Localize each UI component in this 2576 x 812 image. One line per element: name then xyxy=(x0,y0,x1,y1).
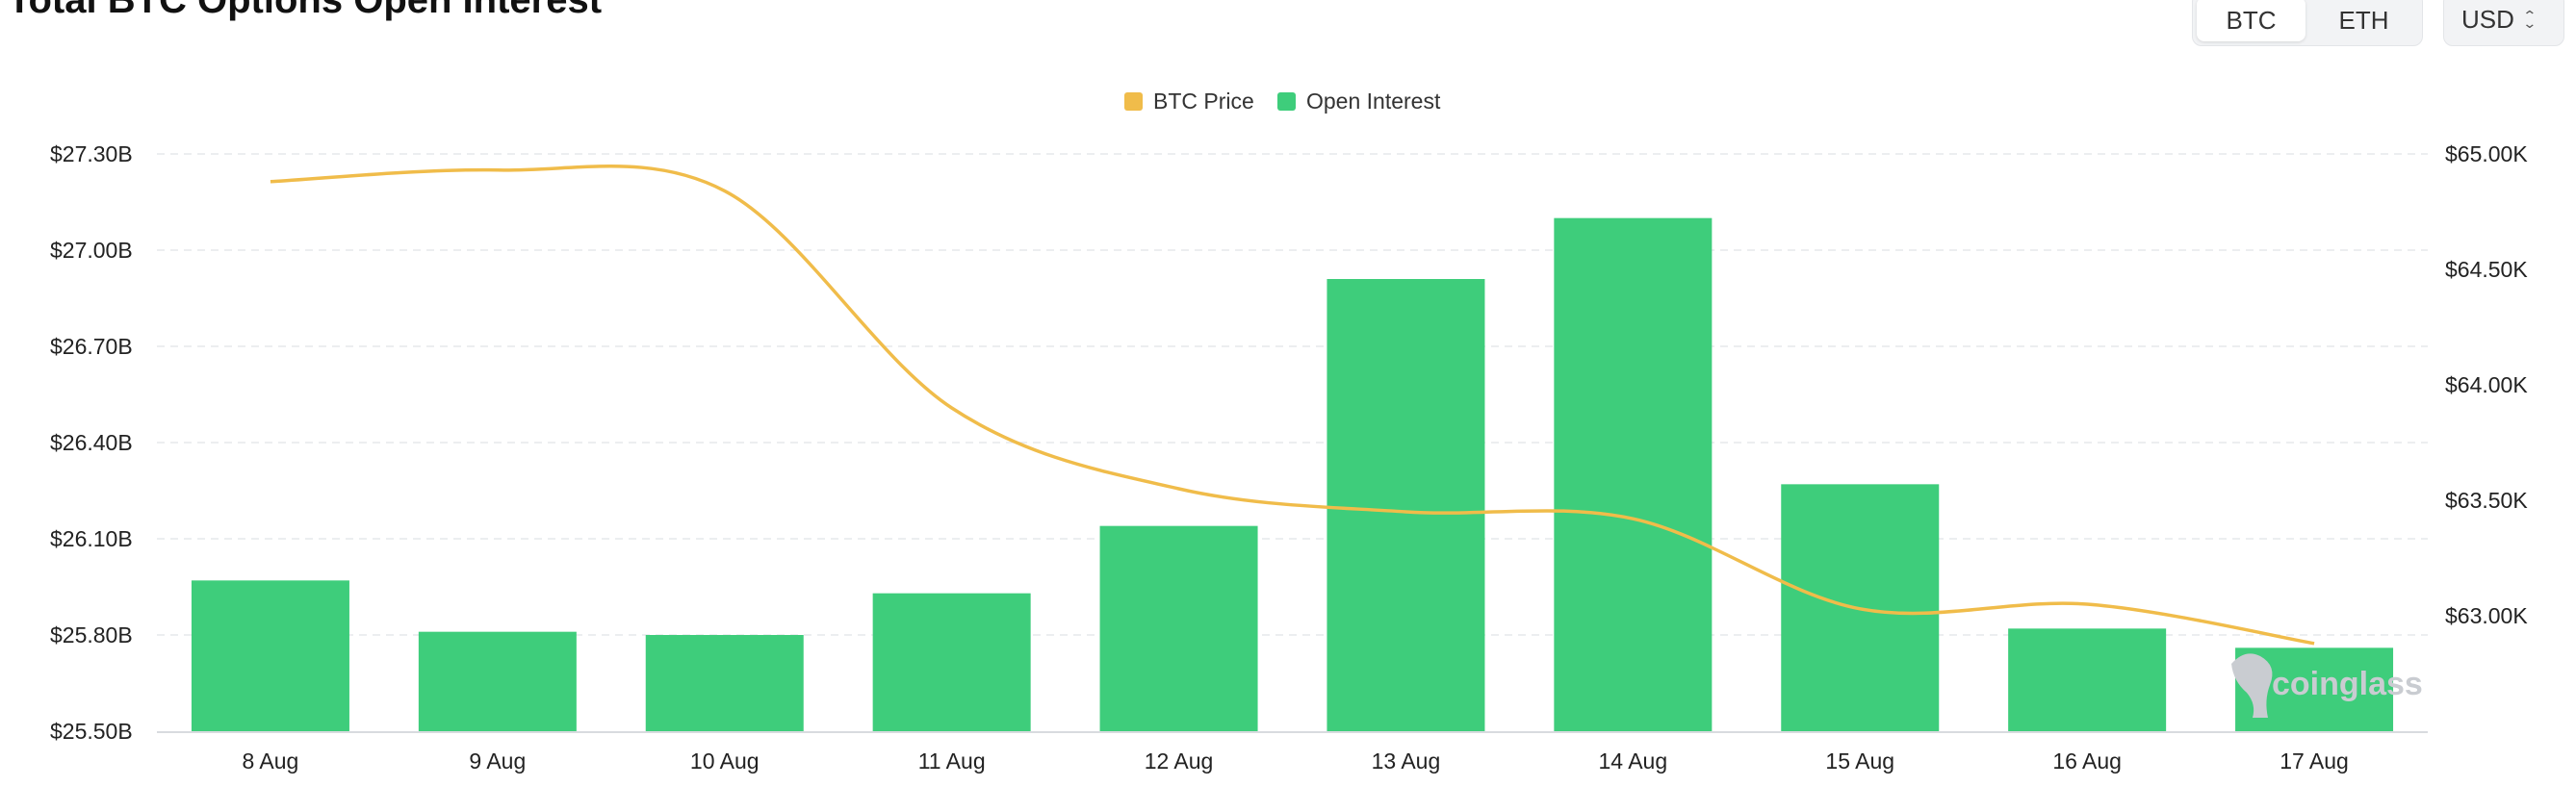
coinglass-logo-icon xyxy=(2231,653,2273,718)
x-axis-tick-label: 8 Aug xyxy=(243,749,299,774)
right-axis-tick-label: $65.00K xyxy=(2445,141,2528,166)
right-axis-tick-label: $64.50K xyxy=(2445,257,2528,282)
currency-selected-value: USD xyxy=(2461,4,2514,34)
open-interest-bar xyxy=(2008,628,2167,731)
currency-select[interactable]: USD ⌃ ⌄ xyxy=(2443,0,2564,46)
legend-swatch xyxy=(1277,92,1296,111)
open-interest-bar xyxy=(1554,217,1713,731)
x-axis-tick-label: 16 Aug xyxy=(2052,749,2122,774)
x-axis: 8 Aug 9 Aug 10 Aug 11 Aug 12 Aug 13 Aug 14 Aug… xyxy=(157,731,2428,774)
open-interest-bars xyxy=(191,217,2394,731)
right-axis-tick-label: $64.00K xyxy=(2445,372,2528,397)
watermark-text: coinglass xyxy=(2272,666,2423,702)
left-axis-tick-label: $27.30B xyxy=(50,141,133,166)
chevron-updown-icon: ⌃ ⌄ xyxy=(2522,8,2537,31)
x-axis-tick-label: 12 Aug xyxy=(1145,749,1214,774)
right-axis-tick-label: $63.50K xyxy=(2445,488,2528,513)
x-axis-tick-label: 11 Aug xyxy=(918,749,986,774)
asset-tab-eth[interactable]: ETH xyxy=(2309,0,2418,41)
left-axis-tick-label: $26.40B xyxy=(50,430,133,455)
legend-item: Open Interest xyxy=(1277,89,1441,114)
right-axis-tick-label: $63.00K xyxy=(2445,603,2528,628)
watermark: coinglass xyxy=(2231,653,2423,718)
left-axis-tick-label: $26.10B xyxy=(50,526,133,551)
legend-label: BTC Price xyxy=(1153,89,1254,114)
x-axis-tick-label: 9 Aug xyxy=(469,749,526,774)
left-axis-tick-label: $25.80B xyxy=(50,622,133,647)
open-interest-bar xyxy=(1327,279,1485,731)
grid-lines xyxy=(157,153,2428,636)
x-axis-tick-label: 15 Aug xyxy=(1825,749,1894,774)
x-axis-tick-label: 13 Aug xyxy=(1372,749,1441,774)
x-axis-tick-label: 10 Aug xyxy=(690,749,760,774)
open-interest-bar xyxy=(872,593,1031,731)
open-interest-bar xyxy=(645,635,804,731)
asset-tab-btc[interactable]: BTC xyxy=(2197,0,2306,41)
coinglass-logo-shape xyxy=(2231,653,2273,718)
x-axis-tick-label: 17 Aug xyxy=(2280,749,2349,774)
left-axis-tick-label: $26.70B xyxy=(50,334,133,359)
legend-swatch xyxy=(1124,92,1143,111)
btc-price-line xyxy=(270,165,2315,646)
x-axis-tick-label: 14 Aug xyxy=(1599,749,1668,774)
open-interest-bar xyxy=(418,631,577,731)
open-interest-bar xyxy=(1099,525,1258,731)
legend-item: BTC Price xyxy=(1124,89,1254,114)
btc-price-line-path xyxy=(270,165,2315,646)
left-axis-tick-label: $27.00B xyxy=(50,238,133,263)
page-title: Total BTC Options Open Interest xyxy=(8,0,603,21)
chart-legend: BTC Price Open Interest xyxy=(1124,89,1441,114)
left-y-axis: $25.50B $25.80B $26.10B $26.40B $26.70B $27.0… xyxy=(50,141,133,744)
open-interest-bar xyxy=(191,580,349,731)
asset-toggle: BTC ETH xyxy=(2192,0,2423,46)
right-y-axis: $63.00K $63.50K $64.00K $64.50K $65.00K xyxy=(2445,141,2528,628)
legend-label: Open Interest xyxy=(1306,89,1441,114)
left-axis-tick-label: $25.50B xyxy=(50,719,133,744)
